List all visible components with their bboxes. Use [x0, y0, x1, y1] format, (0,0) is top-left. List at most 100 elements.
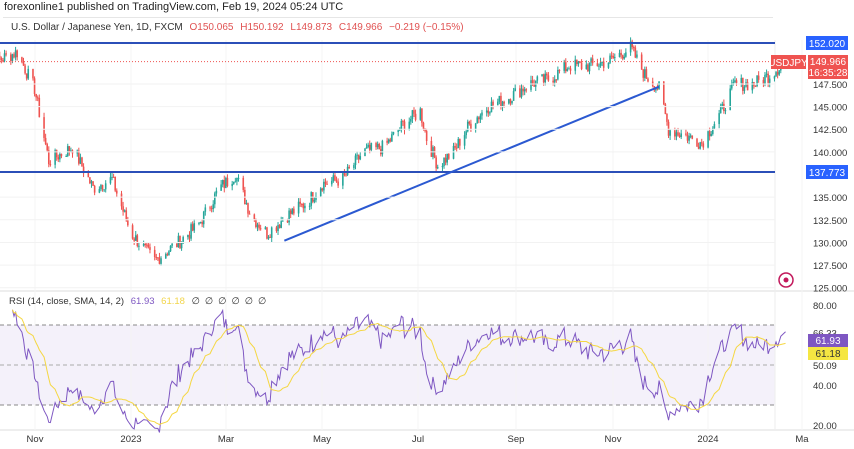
- candle: [280, 221, 282, 228]
- candle: [65, 155, 67, 157]
- candle: [719, 105, 722, 114]
- candle: [424, 129, 426, 132]
- candle: [264, 227, 267, 230]
- candle: [204, 207, 207, 212]
- candle: [387, 139, 390, 143]
- candle: [70, 150, 72, 152]
- candle: [734, 80, 736, 83]
- candle: [133, 238, 135, 241]
- candle: [629, 41, 632, 53]
- candle: [389, 139, 392, 142]
- candle: [634, 47, 637, 58]
- candle: [514, 88, 516, 92]
- rsi-value-tag-bg: [808, 334, 848, 347]
- candle: [764, 74, 766, 84]
- candle: [100, 185, 102, 190]
- candle: [689, 135, 692, 137]
- candle: [489, 112, 491, 114]
- candle: [92, 181, 94, 186]
- candle: [345, 174, 347, 176]
- candle: [111, 176, 113, 178]
- candle: [729, 88, 731, 111]
- price-tick: 132.500: [813, 216, 847, 227]
- candle: [520, 88, 523, 98]
- candle: [463, 135, 466, 146]
- candle: [623, 56, 626, 59]
- candle: [291, 208, 294, 214]
- candle: [664, 104, 667, 114]
- trend-line[interactable]: [283, 85, 660, 242]
- price-tick: 142.500: [813, 125, 847, 136]
- record-icon[interactable]: [778, 272, 794, 288]
- candle: [59, 153, 61, 160]
- candle: [459, 138, 461, 146]
- candle: [54, 150, 56, 165]
- candle: [487, 110, 490, 114]
- rsi-tick: 40.00: [813, 381, 837, 392]
- rsi-empty-values: ∅∅∅∅∅∅: [191, 296, 272, 307]
- candle: [778, 70, 781, 75]
- candle: [365, 147, 368, 149]
- candle: [757, 75, 760, 80]
- candle: [147, 244, 150, 248]
- candle: [522, 88, 524, 92]
- candle: [697, 146, 700, 149]
- candle: [745, 82, 747, 87]
- candle: [402, 121, 404, 123]
- candle: [447, 153, 450, 159]
- candle: [411, 110, 414, 120]
- candle: [609, 55, 611, 63]
- candle: [14, 50, 17, 58]
- candle: [599, 62, 602, 66]
- candle: [258, 224, 260, 229]
- candle: [187, 234, 189, 238]
- candle: [55, 150, 58, 158]
- candle: [677, 132, 679, 136]
- candle: [644, 69, 646, 78]
- rsi-label[interactable]: RSI (14, close, SMA, 14, 2): [9, 296, 125, 307]
- symbol-title[interactable]: U.S. Dollar / Japanese Yen, 1D, FXCM: [11, 22, 183, 33]
- price-tick: 127.500: [813, 261, 847, 272]
- candle: [596, 63, 599, 67]
- candle: [277, 225, 279, 232]
- candle: [419, 108, 422, 120]
- high-value: H150.192: [240, 22, 284, 33]
- candle: [115, 190, 118, 194]
- candle: [335, 180, 338, 182]
- candle: [321, 188, 324, 191]
- candle: [397, 130, 399, 132]
- candle: [756, 75, 758, 86]
- candle: [647, 78, 649, 82]
- candle: [547, 75, 550, 81]
- candle: [201, 222, 203, 225]
- candle: [10, 54, 12, 61]
- candle: [768, 78, 771, 83]
- last-price-label: 149.966: [810, 57, 847, 68]
- candle: [281, 220, 284, 222]
- candle: [103, 189, 105, 191]
- candle: [155, 256, 158, 258]
- candle: [422, 122, 425, 130]
- candle: [523, 89, 526, 92]
- candle: [44, 137, 47, 145]
- candle: [356, 154, 358, 156]
- candle: [354, 155, 357, 166]
- candle: [577, 61, 580, 65]
- candle: [569, 68, 572, 71]
- candle: [498, 95, 501, 102]
- candle: [666, 113, 668, 122]
- low-value: L149.873: [290, 22, 333, 33]
- candle: [478, 117, 480, 120]
- candle: [302, 203, 305, 209]
- candle: [544, 73, 547, 83]
- candle: [553, 79, 556, 83]
- candle: [656, 87, 659, 90]
- rsi-line: [11, 308, 786, 433]
- candle: [740, 77, 743, 83]
- candle: [541, 74, 543, 77]
- candle: [191, 224, 194, 231]
- candle: [60, 153, 63, 157]
- candle: [378, 143, 381, 150]
- price-tick: 140.000: [813, 148, 847, 159]
